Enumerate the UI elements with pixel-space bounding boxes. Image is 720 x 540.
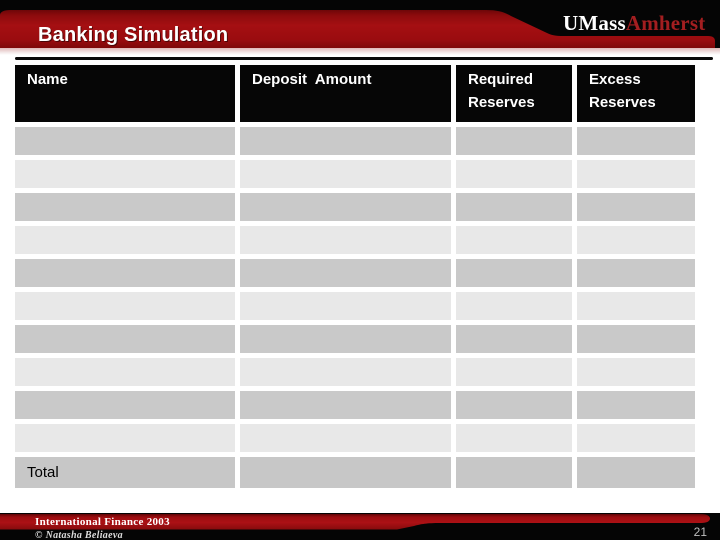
total-required-reserves-cell: [456, 457, 572, 488]
column-header-name: Name: [15, 65, 235, 122]
total-deposit-cell: [240, 457, 451, 488]
table-cell: [240, 193, 451, 221]
table-cell: [15, 160, 235, 188]
table-cell: [240, 259, 451, 287]
table-cell: [240, 358, 451, 386]
table-cell: [240, 325, 451, 353]
total-label-cell: Total: [15, 457, 235, 488]
footer-red-shape: [0, 514, 710, 530]
table-cell: [15, 325, 235, 353]
table-cell: [15, 358, 235, 386]
table-cell: [456, 127, 572, 155]
table-cell: [456, 259, 572, 287]
table-cell: [577, 160, 695, 188]
table-body: [15, 127, 695, 452]
header-banner: Banking Simulation UMassAmherst: [0, 0, 720, 56]
table-cell: [456, 358, 572, 386]
table-cell: [456, 193, 572, 221]
table-cell: [15, 226, 235, 254]
footer-graphic: [0, 513, 720, 540]
table-cell: [15, 292, 235, 320]
column-header-deposit-amount: Deposit Amount: [240, 65, 451, 122]
table-cell: [240, 226, 451, 254]
table-cell: [15, 127, 235, 155]
banner-graphic: [0, 0, 720, 55]
table-cell: [240, 391, 451, 419]
table-cell: [577, 127, 695, 155]
table-cell: [456, 160, 572, 188]
page-number: 21: [693, 525, 707, 539]
table-cell: [240, 424, 451, 452]
table-cell: [240, 127, 451, 155]
table-cell: [240, 292, 451, 320]
header-divider-rule: [15, 57, 713, 60]
table-cell: [577, 325, 695, 353]
banner-red-shape: [0, 10, 715, 48]
footer-bar: International Finance 2003 © Natasha Bel…: [0, 513, 720, 540]
table-cell: [240, 160, 451, 188]
total-excess-reserves-cell: [577, 457, 695, 488]
table-cell: [577, 226, 695, 254]
umass-amherst-logo: UMassAmherst: [563, 11, 705, 36]
table-cell: [577, 193, 695, 221]
logo-umass-text: UMass: [563, 11, 626, 35]
footer-copyright-text: © Natasha Beliaeva: [35, 530, 123, 540]
table-total-row: Total: [15, 457, 695, 488]
table-cell: [15, 424, 235, 452]
footer-course-text: International Finance 2003: [35, 516, 170, 528]
column-header-excess-reserves: Excess Reserves: [577, 65, 695, 122]
table-cell: [15, 259, 235, 287]
banner-bottom-fade: [0, 48, 720, 55]
table-cell: [577, 391, 695, 419]
table-cell: [15, 193, 235, 221]
table-cell: [456, 292, 572, 320]
table-cell: [577, 424, 695, 452]
table-header-row: Name Deposit Amount Required Reserves Ex…: [15, 65, 695, 122]
logo-amherst-text: Amherst: [625, 11, 706, 35]
slide-title: Banking Simulation: [38, 24, 229, 46]
column-header-required-reserves: Required Reserves: [456, 65, 572, 122]
table-cell: [456, 325, 572, 353]
table-cell: [15, 391, 235, 419]
table-cell: [577, 292, 695, 320]
table-cell: [577, 259, 695, 287]
table-cell: [456, 226, 572, 254]
table-cell: [456, 391, 572, 419]
table-cell: [577, 358, 695, 386]
table-cell: [456, 424, 572, 452]
